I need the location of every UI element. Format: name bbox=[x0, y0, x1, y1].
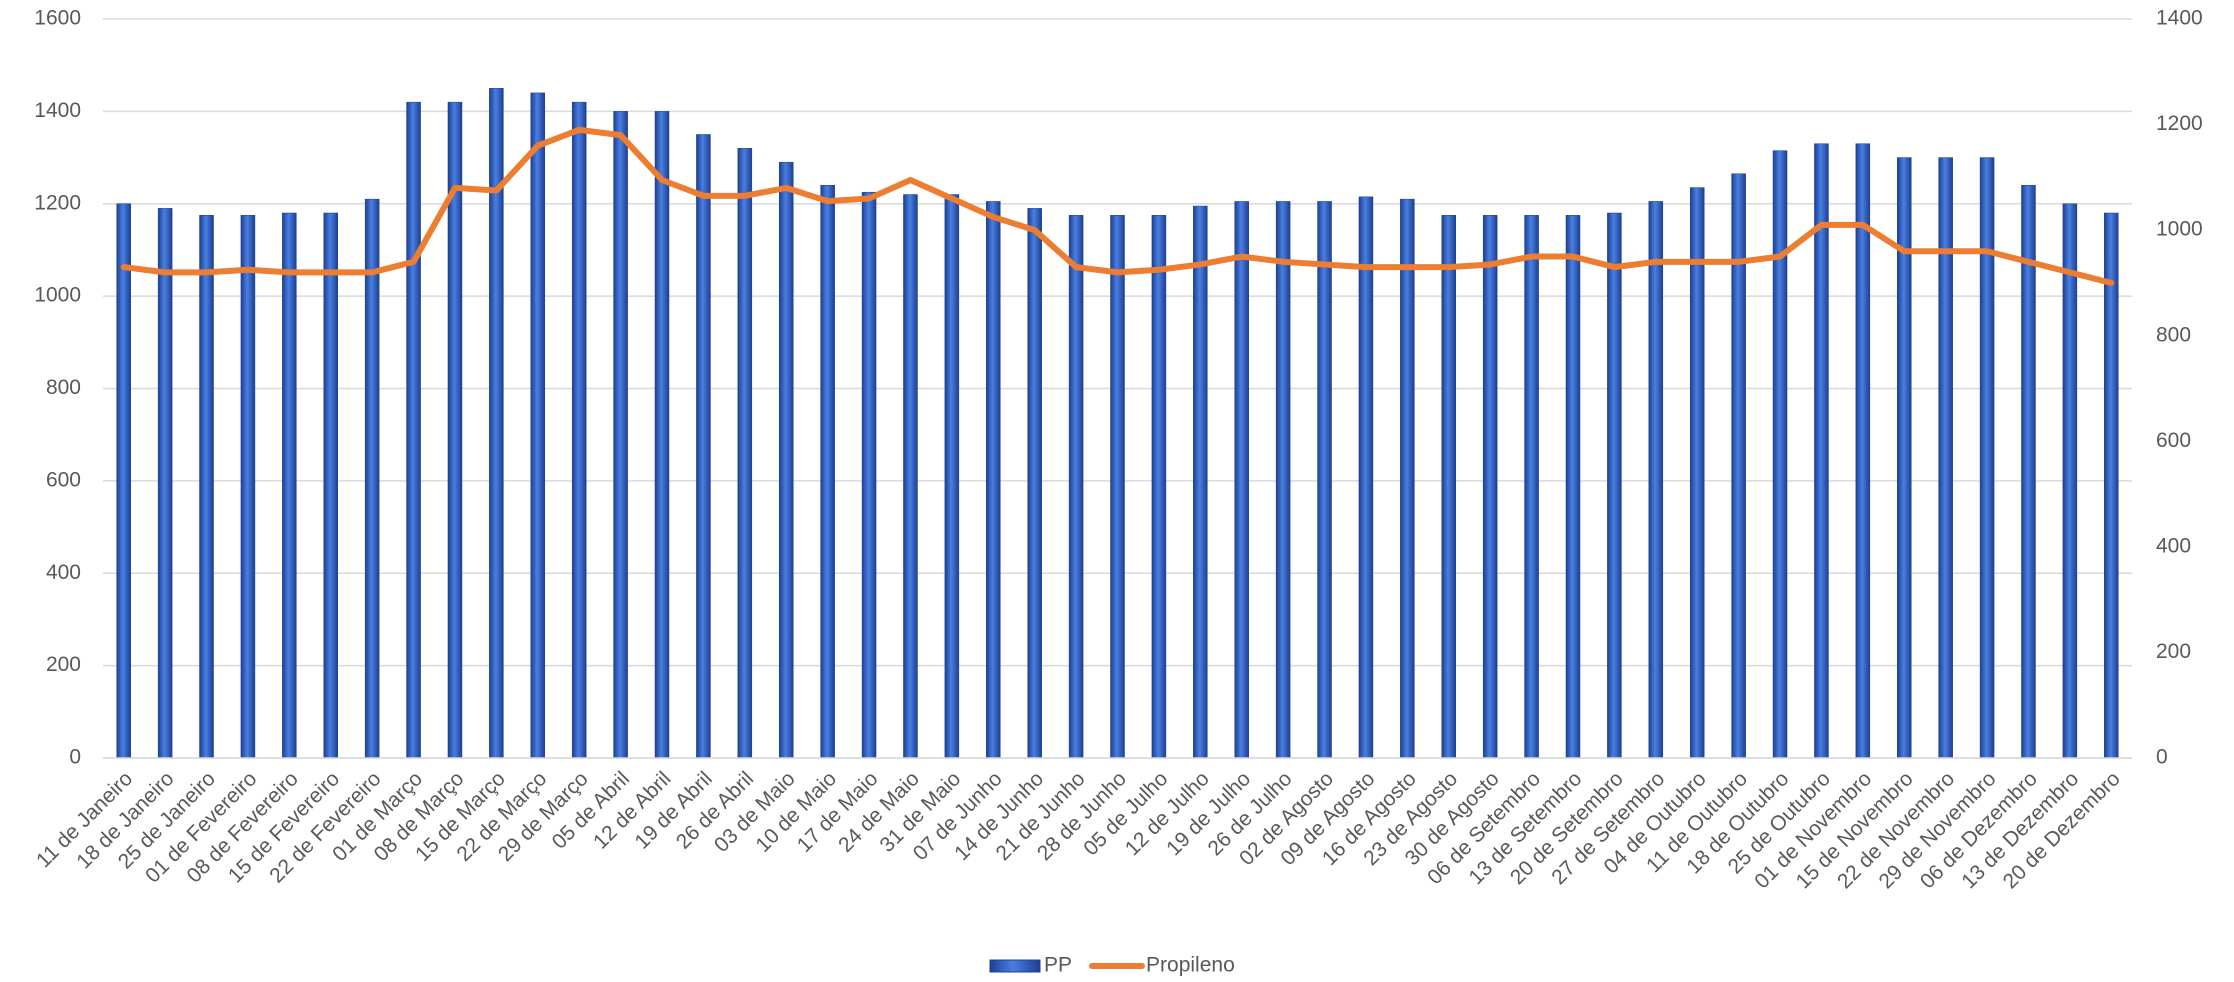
bar bbox=[944, 194, 960, 759]
bar bbox=[1689, 187, 1705, 759]
bar bbox=[2104, 212, 2119, 759]
y-tick-label: 0 bbox=[69, 746, 81, 769]
bar bbox=[1772, 150, 1788, 759]
y-tick-label: 1600 bbox=[34, 7, 81, 30]
bar bbox=[1482, 215, 1498, 759]
y-tick-label: 400 bbox=[46, 561, 81, 584]
y2-tick-label: 800 bbox=[2156, 323, 2191, 346]
bar bbox=[1358, 196, 1374, 759]
y2-tick-label: 1400 bbox=[2156, 7, 2203, 30]
bar bbox=[116, 203, 131, 759]
bar bbox=[282, 212, 297, 759]
bar bbox=[571, 101, 587, 759]
bar bbox=[778, 161, 794, 759]
bar bbox=[1400, 198, 1415, 759]
bar bbox=[654, 111, 670, 759]
y-tick-label: 1400 bbox=[34, 99, 81, 122]
bar bbox=[1648, 201, 1664, 759]
y-tick-label: 1000 bbox=[34, 284, 81, 307]
bar bbox=[1317, 201, 1332, 759]
bar bbox=[1110, 215, 1125, 759]
bar bbox=[903, 194, 918, 759]
bar bbox=[323, 212, 338, 759]
y-tick-label: 800 bbox=[46, 376, 81, 399]
legend-label: Propileno bbox=[1146, 954, 1235, 977]
y2-tick-label: 0 bbox=[2156, 746, 2168, 769]
bar bbox=[1275, 201, 1291, 759]
bar bbox=[240, 215, 256, 759]
bar bbox=[1565, 215, 1581, 759]
y-tick-label: 1200 bbox=[34, 191, 81, 214]
bar bbox=[199, 215, 214, 759]
bar bbox=[737, 148, 753, 759]
bar bbox=[1979, 157, 1995, 759]
bar bbox=[1193, 205, 1208, 759]
legend-swatch bbox=[989, 959, 1041, 973]
line bbox=[120, 126, 2115, 286]
bar bbox=[1855, 143, 1871, 759]
y-tick-label: 200 bbox=[46, 653, 81, 676]
bar bbox=[820, 185, 835, 759]
bar bbox=[2021, 185, 2036, 759]
bar bbox=[1607, 212, 1622, 759]
y2-tick-label: 600 bbox=[2156, 429, 2191, 452]
bar bbox=[2062, 203, 2078, 759]
y2-tick-label: 400 bbox=[2156, 534, 2191, 557]
bar bbox=[1151, 215, 1167, 759]
y2-tick-label: 1200 bbox=[2156, 112, 2203, 135]
bar bbox=[406, 101, 421, 759]
bar bbox=[530, 92, 546, 759]
y-tick-label: 600 bbox=[46, 468, 81, 491]
bar bbox=[157, 208, 173, 759]
bar bbox=[364, 198, 380, 759]
y2-tick-label: 1000 bbox=[2156, 218, 2203, 241]
bar bbox=[1524, 215, 1539, 759]
bar bbox=[613, 111, 628, 759]
bar bbox=[1027, 208, 1042, 759]
bar bbox=[1441, 215, 1457, 759]
bar bbox=[1068, 215, 1084, 759]
legend-label: PP bbox=[1044, 954, 1072, 977]
bar bbox=[696, 134, 711, 759]
bar bbox=[1814, 143, 1829, 759]
bar bbox=[861, 191, 877, 759]
y2-tick-label: 200 bbox=[2156, 640, 2191, 663]
bar bbox=[986, 201, 1001, 759]
bar bbox=[1234, 201, 1249, 759]
bar bbox=[1938, 157, 1953, 759]
